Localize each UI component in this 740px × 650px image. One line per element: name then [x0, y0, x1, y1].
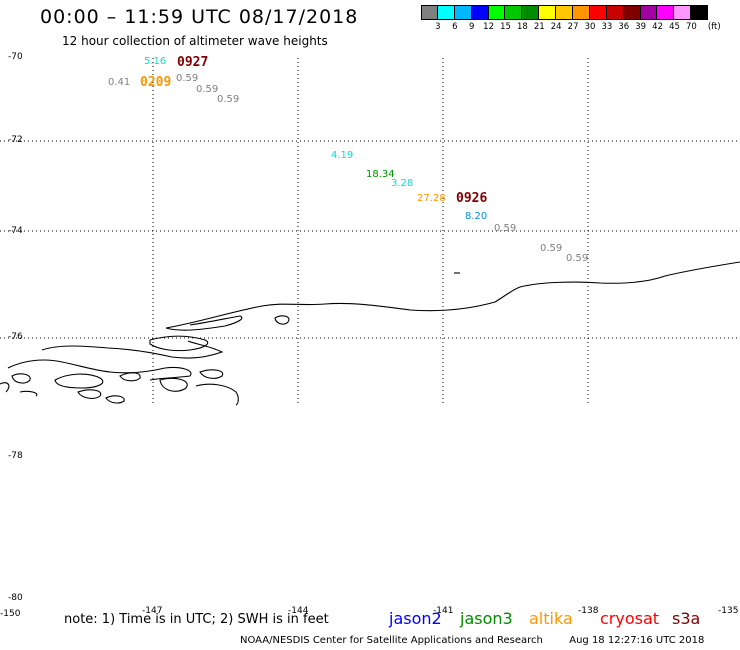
color-scale-tick-label: 9 [468, 22, 475, 32]
lat-label-72: -72 [8, 135, 23, 145]
color-scale-swatch [691, 5, 709, 20]
lat-label-70: -70 [8, 52, 23, 62]
legend-jason3: jason3 [460, 609, 513, 628]
lat-label-76: -76 [8, 332, 23, 342]
footer-timestamp: Aug 18 12:27:16 UTC 2018 [569, 635, 705, 646]
coastline [0, 261, 740, 406]
legend-cryosat: cryosat [600, 609, 660, 628]
lon-label-144: -144 [288, 606, 309, 616]
color-scale-tick-label: 18 [516, 22, 528, 32]
swh-label: 0.59 [494, 223, 517, 234]
lon-label-150: -150 [0, 609, 21, 619]
swh-label: 18.34 [366, 169, 395, 180]
color-scale-swatch [623, 5, 641, 20]
color-scale-swatch [421, 5, 438, 20]
color-scale-swatch [522, 5, 540, 20]
lon-label-135: -135 [718, 606, 739, 616]
legend-jason2: jason2 [389, 609, 442, 628]
color-scale-tick-label: 27 [567, 22, 579, 32]
swh-label: 3.28 [391, 178, 414, 189]
color-scale-swatch [539, 5, 557, 20]
color-scale-swatch [454, 5, 472, 20]
color-scale-unit: (ft) [707, 22, 721, 32]
swh-label: 8.20 [465, 211, 488, 222]
color-scale-swatch [674, 5, 692, 20]
color-scale-swatch [589, 5, 607, 20]
pass-time-label: 0209 [140, 75, 172, 90]
swh-label: 4.19 [331, 150, 354, 161]
swh-label: 0.41 [108, 77, 131, 88]
pass-time-label: 0927 [177, 55, 209, 70]
page-subtitle: 12 hour collection of altimeter wave hei… [62, 34, 328, 48]
color-scale-swatch [657, 5, 675, 20]
page-title: 00:00 – 11:59 UTC 08/17/2018 [40, 6, 359, 28]
color-scale-tick-label: 39 [635, 22, 647, 32]
color-scale-bar [421, 5, 709, 20]
swh-label: 0.59 [196, 84, 219, 95]
color-scale-swatch [471, 5, 489, 20]
color-scale-swatch [640, 5, 658, 20]
lon-label-147: -147 [142, 606, 163, 616]
lat-label-78: -78 [8, 451, 23, 461]
legend-altika: altika [529, 609, 573, 628]
color-scale-tick-label: 45 [669, 22, 680, 32]
color-scale-tick-label: 24 [550, 22, 562, 32]
lat-label-74: -74 [8, 226, 23, 236]
color-scale-tick-label: 42 [652, 22, 664, 32]
swh-label: 27.28 [417, 193, 446, 204]
swh-label: 0.59 [217, 94, 240, 105]
footer: NOAA/NESDIS Center for Satellite Applica… [240, 635, 704, 646]
lat-label-80: -80 [8, 593, 23, 603]
color-scale-tick-label: 3 [435, 22, 441, 32]
swh-label: 0.59 [540, 243, 563, 254]
note-text: note: 1) Time is in UTC; 2) SWH is in fe… [64, 612, 329, 627]
color-scale-tick-label: 33 [601, 22, 613, 32]
lon-label-141: -141 [433, 606, 454, 616]
footer-credit: NOAA/NESDIS Center for Satellite Applica… [240, 635, 543, 646]
color-scale-tick-label: 30 [584, 22, 596, 32]
swh-label: 0.59 [566, 253, 589, 264]
color-scale-tick-label: 36 [618, 22, 630, 32]
pass-time-label: 0926 [456, 191, 488, 206]
color-scale-swatch [556, 5, 574, 20]
color-scale-tick-label: 12 [483, 22, 495, 32]
lon-label-138: -138 [578, 606, 599, 616]
color-scale-tick-label: 6 [452, 22, 458, 32]
color-scale-tick-label: 70 [685, 22, 697, 32]
color-scale-swatch [606, 5, 624, 20]
color-scale-swatch [437, 5, 455, 20]
graticule [0, 58, 740, 405]
color-scale-tick-label: 15 [500, 22, 511, 32]
color-scale-swatch [505, 5, 523, 20]
swh-label: 5.16 [144, 56, 167, 67]
color-scale-swatch [488, 5, 506, 20]
legend-s3a: s3a [672, 609, 701, 628]
color-scale-swatch [573, 5, 590, 20]
color-scale-tick-label: 21 [533, 22, 545, 32]
swh-label: 0.59 [176, 73, 199, 84]
